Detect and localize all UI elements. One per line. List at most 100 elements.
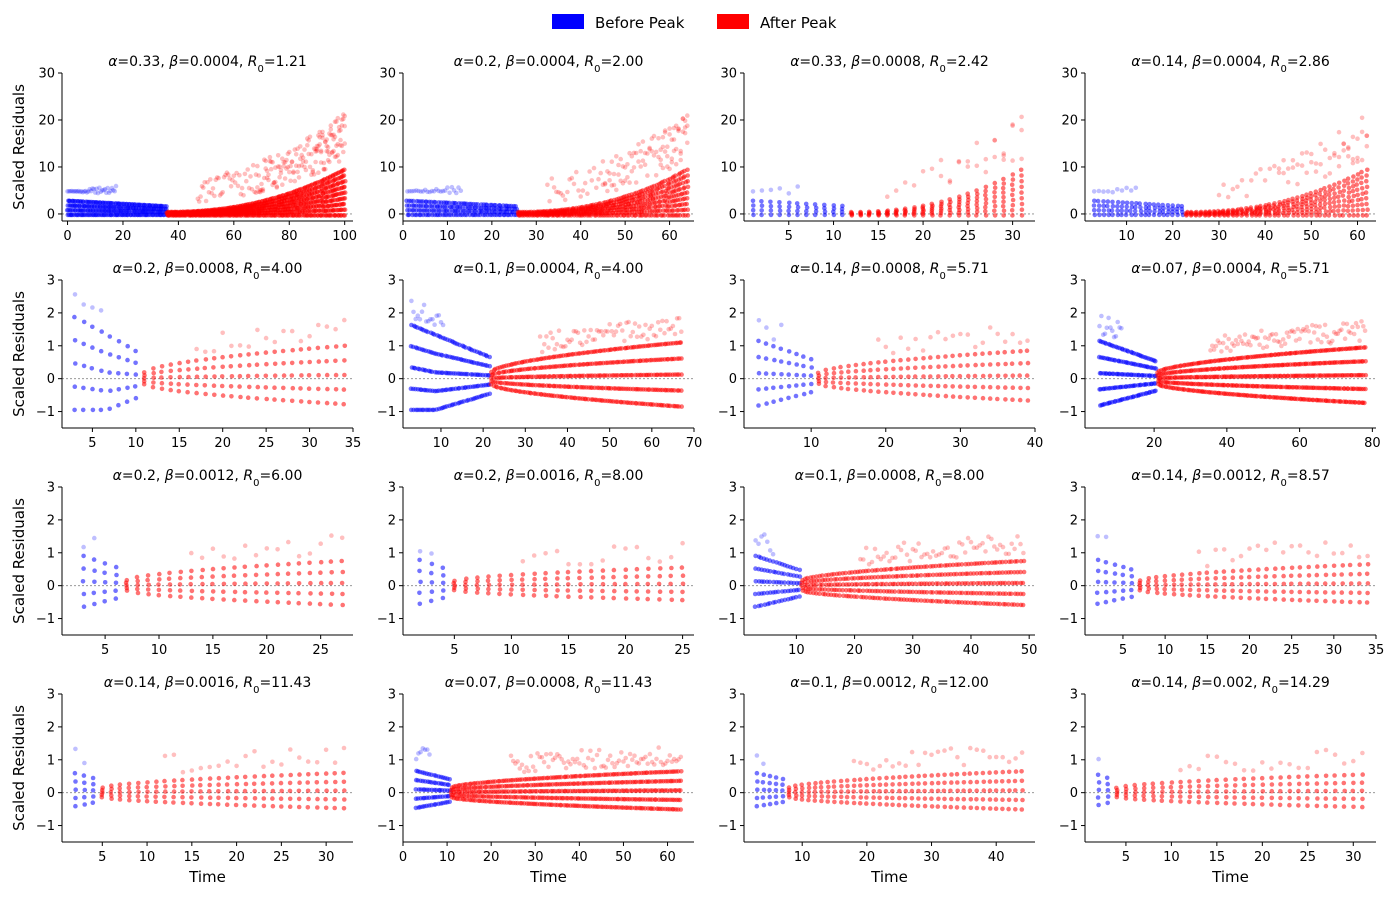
point-after-peak bbox=[307, 333, 312, 339]
point-after-peak bbox=[965, 159, 971, 164]
point-after-peak bbox=[598, 329, 604, 334]
y-tick-label: 1 bbox=[729, 339, 737, 354]
point-after-peak bbox=[1273, 331, 1279, 337]
point-after-peak bbox=[342, 123, 348, 129]
point-before-peak bbox=[66, 189, 72, 194]
point-after-peak bbox=[939, 199, 944, 205]
point-before-peak bbox=[164, 204, 169, 209]
point-after-peak bbox=[237, 353, 243, 358]
point-before-peak bbox=[1110, 189, 1115, 195]
point-after-peak bbox=[1001, 194, 1006, 200]
point-after-peak bbox=[928, 364, 933, 370]
point-after-peak bbox=[589, 178, 595, 183]
point-after-peak bbox=[987, 350, 993, 356]
point-after-peak bbox=[605, 329, 610, 334]
point-after-peak bbox=[1295, 162, 1300, 167]
point-after-peak bbox=[307, 164, 313, 170]
point-after-peak bbox=[1001, 213, 1006, 218]
point-before-peak bbox=[440, 322, 446, 328]
point-before-peak bbox=[771, 399, 776, 405]
point-after-peak bbox=[194, 346, 199, 352]
point-before-peak bbox=[1115, 187, 1120, 192]
point-after-peak bbox=[267, 154, 273, 160]
x-tick-label: 30 bbox=[528, 229, 545, 244]
point-after-peak bbox=[151, 380, 156, 385]
point-after-peak bbox=[331, 148, 336, 154]
point-after-peak bbox=[664, 318, 669, 324]
point-after-peak bbox=[306, 138, 312, 143]
point-before-peak bbox=[756, 370, 762, 376]
panel-title: α=0.2, β=0.0004, R0=2.00 bbox=[454, 54, 644, 75]
point-after-peak bbox=[965, 332, 971, 337]
point-after-peak bbox=[631, 165, 637, 170]
point-after-peak bbox=[676, 315, 682, 321]
point-after-peak bbox=[307, 399, 312, 405]
point-after-peak bbox=[902, 206, 908, 211]
point-after-peak bbox=[987, 362, 993, 367]
point-after-peak bbox=[1341, 148, 1346, 153]
point-after-peak bbox=[947, 197, 952, 202]
point-before-peak bbox=[1092, 212, 1098, 218]
point-before-peak bbox=[787, 200, 792, 206]
point-after-peak bbox=[329, 150, 335, 156]
y-tick-label: 0 bbox=[729, 207, 737, 222]
point-after-peak bbox=[992, 199, 997, 204]
point-after-peak bbox=[1327, 171, 1333, 176]
point-before-peak bbox=[1153, 388, 1158, 394]
point-after-peak bbox=[885, 208, 891, 213]
point-after-peak bbox=[256, 173, 262, 178]
point-after-peak bbox=[285, 164, 291, 170]
point-after-peak bbox=[272, 397, 277, 402]
point-after-peak bbox=[679, 329, 684, 335]
point-after-peak bbox=[594, 185, 599, 191]
point-after-peak bbox=[321, 166, 327, 172]
point-after-peak bbox=[203, 374, 208, 380]
point-before-peak bbox=[777, 186, 783, 191]
point-after-peak bbox=[1018, 348, 1023, 354]
point-after-peak bbox=[972, 351, 978, 357]
point-after-peak bbox=[341, 387, 347, 392]
y-tick-label: 20 bbox=[38, 113, 55, 128]
point-after-peak bbox=[1336, 129, 1342, 135]
point-after-peak bbox=[611, 171, 617, 177]
point-after-peak bbox=[255, 163, 260, 169]
point-after-peak bbox=[212, 374, 217, 379]
point-after-peak bbox=[177, 367, 182, 373]
point-after-peak bbox=[891, 382, 896, 388]
point-after-peak bbox=[1327, 155, 1333, 161]
point-after-peak bbox=[913, 392, 918, 397]
point-before-peak bbox=[125, 357, 130, 363]
point-after-peak bbox=[1010, 349, 1016, 355]
point-before-peak bbox=[86, 189, 91, 194]
point-after-peak bbox=[278, 167, 284, 173]
point-after-peak bbox=[587, 169, 592, 174]
point-after-peak bbox=[983, 196, 989, 202]
point-before-peak bbox=[794, 372, 799, 378]
point-after-peak bbox=[1018, 385, 1023, 391]
scatter-points bbox=[1091, 115, 1370, 218]
point-after-peak bbox=[320, 132, 325, 138]
point-after-peak bbox=[1009, 182, 1015, 187]
point-before-peak bbox=[105, 185, 110, 191]
point-after-peak bbox=[168, 368, 174, 374]
point-after-peak bbox=[295, 146, 300, 151]
x-tick-label: 15 bbox=[870, 229, 887, 244]
point-after-peak bbox=[1010, 331, 1015, 337]
point-after-peak bbox=[205, 180, 210, 185]
point-after-peak bbox=[1018, 167, 1024, 173]
point-after-peak bbox=[685, 167, 690, 173]
point-after-peak bbox=[987, 325, 993, 330]
point-after-peak bbox=[965, 395, 970, 400]
point-after-peak bbox=[342, 190, 348, 195]
point-after-peak bbox=[255, 384, 261, 390]
point-after-peak bbox=[1019, 201, 1025, 207]
point-after-peak bbox=[246, 362, 252, 368]
point-after-peak bbox=[641, 332, 646, 338]
y-tick-label: −1 bbox=[377, 405, 396, 420]
y-tick-label: 2 bbox=[47, 306, 55, 321]
point-before-peak bbox=[801, 391, 807, 397]
point-after-peak bbox=[341, 173, 347, 178]
point-after-peak bbox=[616, 172, 621, 177]
point-after-peak bbox=[1019, 213, 1025, 218]
